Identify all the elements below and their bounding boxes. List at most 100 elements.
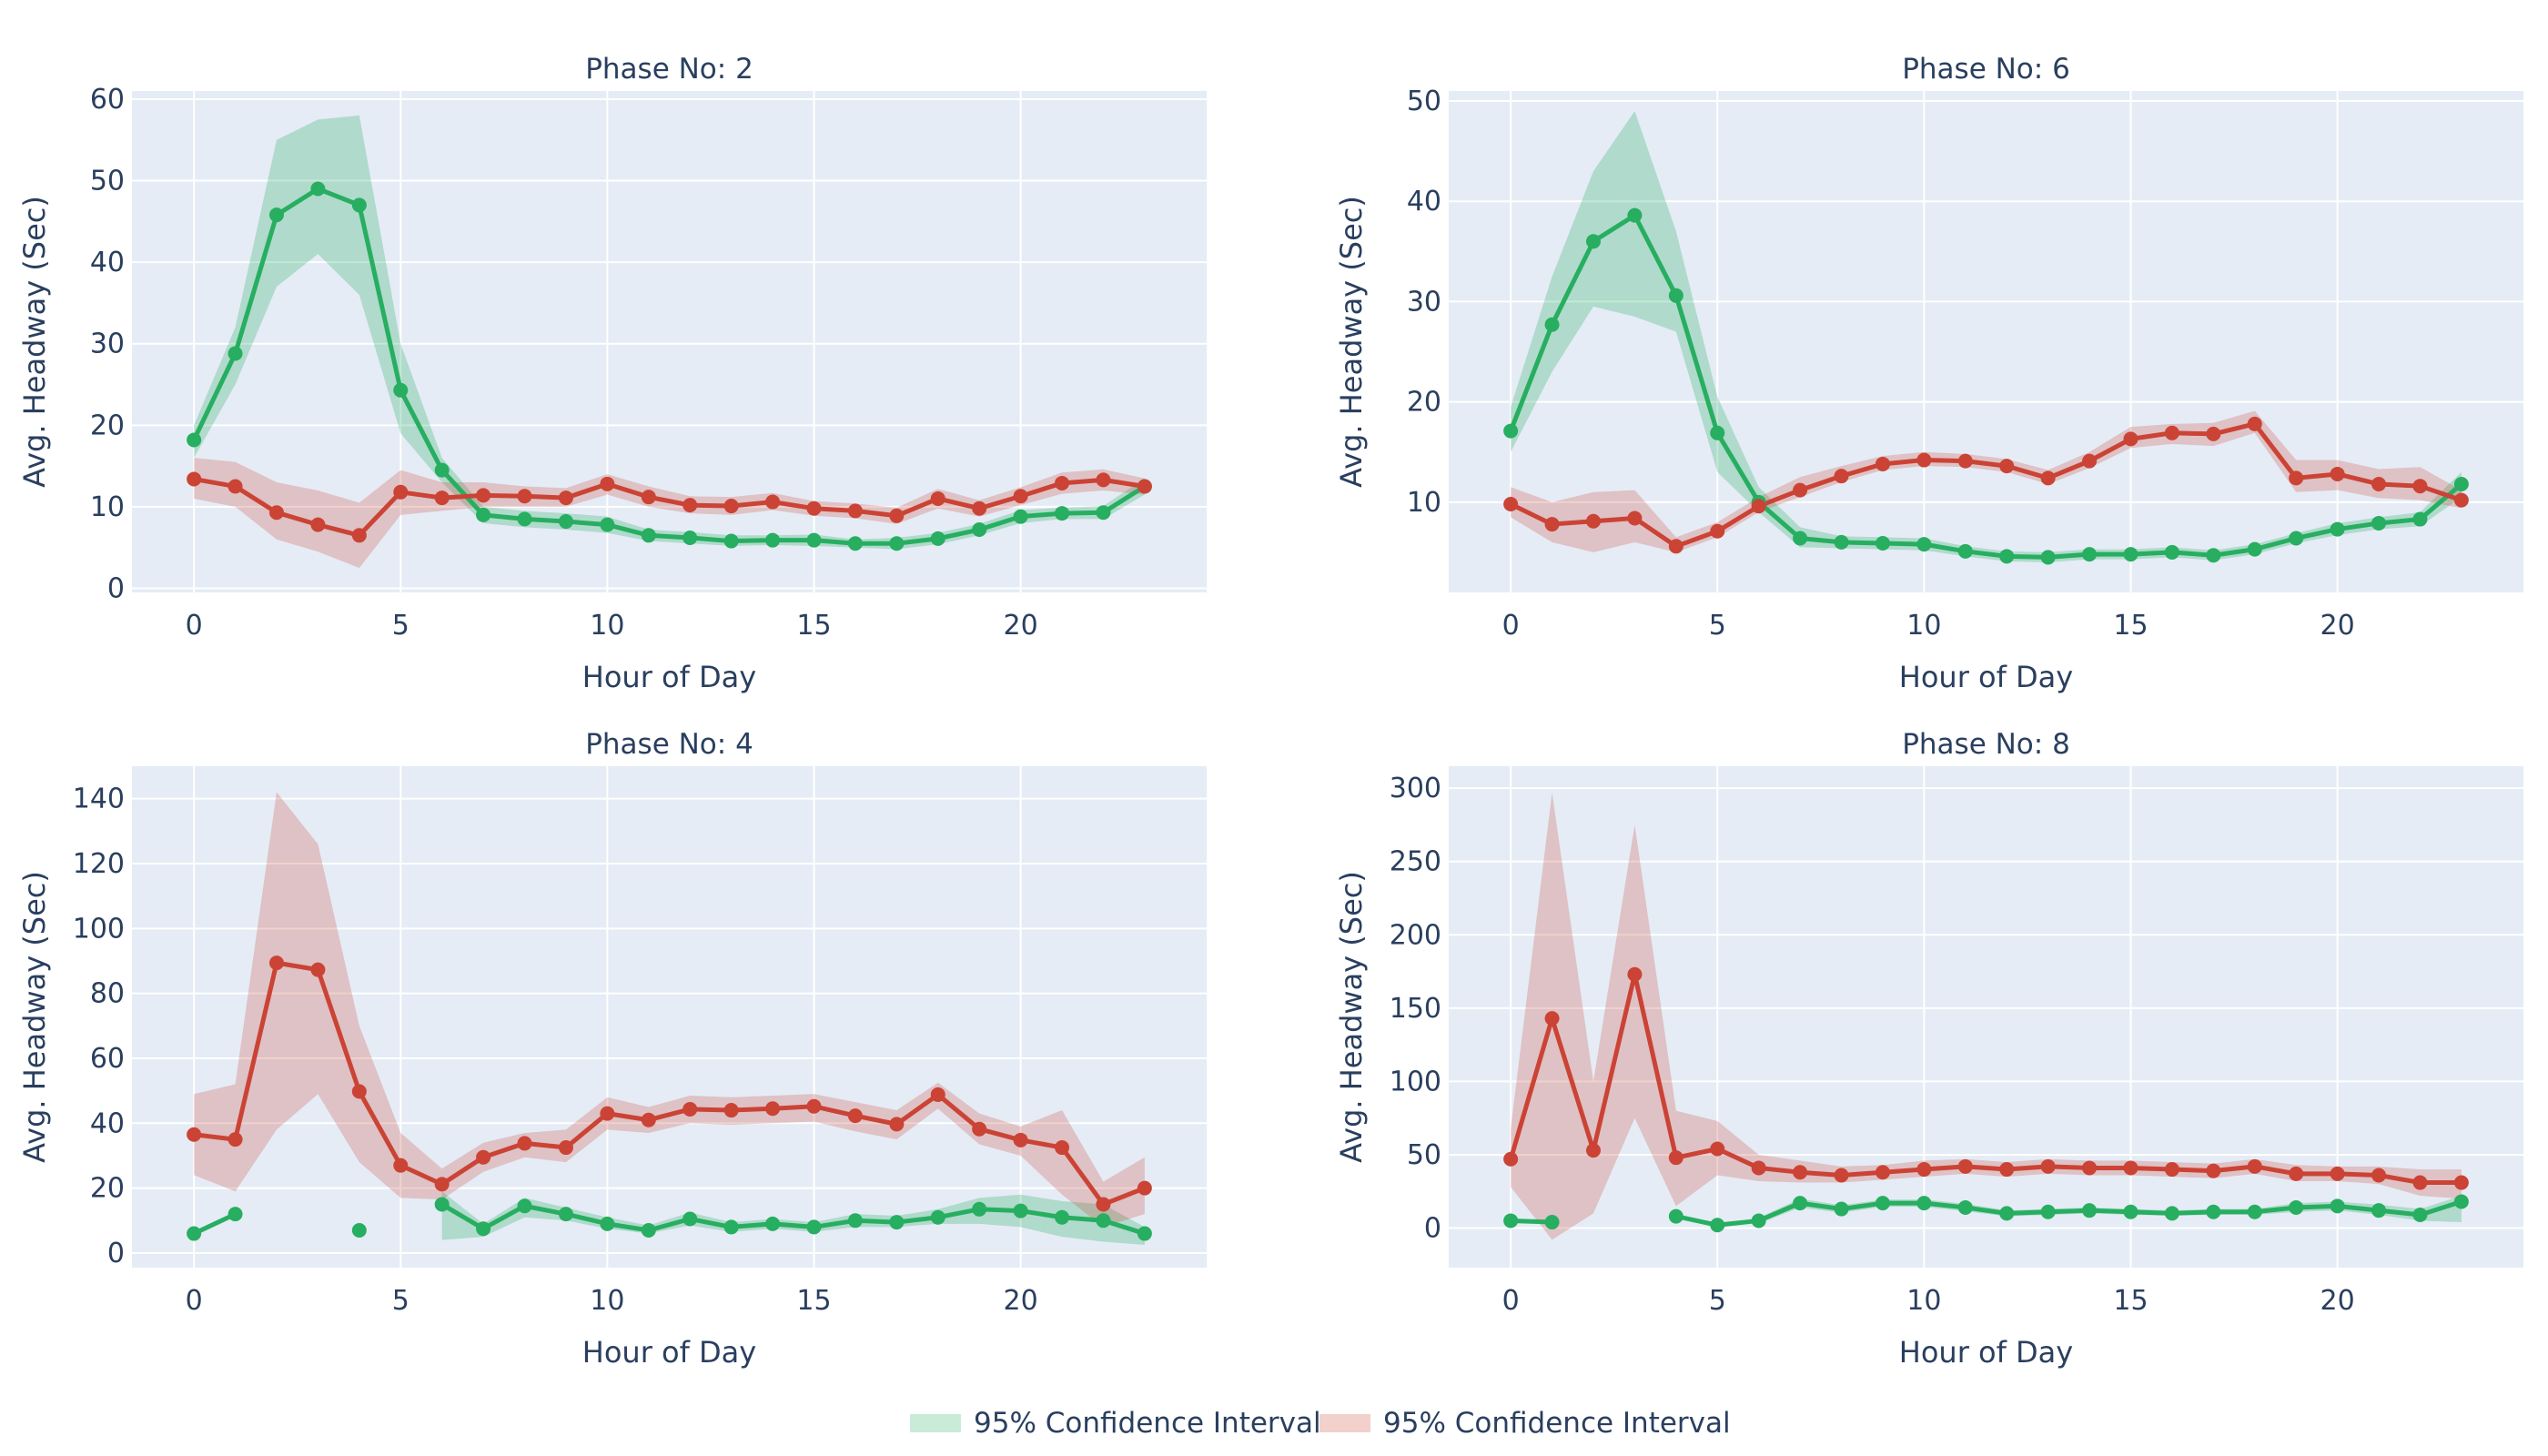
data-point-2: [268, 505, 284, 521]
data-point-2: [600, 1106, 615, 1121]
data-point-1: [1013, 1203, 1028, 1218]
data-point-1: [1957, 543, 1973, 559]
legend-label: 95% Confidence Interval: [974, 1407, 1321, 1440]
x-tick-label: 20: [2320, 610, 2355, 642]
x-tick-label: 5: [392, 610, 410, 642]
data-point-1: [2206, 1204, 2221, 1219]
data-point-2: [806, 500, 822, 516]
data-point-2: [1627, 511, 1643, 526]
data-point-1: [393, 382, 409, 398]
data-point-1: [2247, 1204, 2262, 1219]
y-axis-label: Avg. Headway (Sec): [17, 196, 52, 488]
data-point-1: [2040, 1204, 2056, 1219]
confidence-band-2: [194, 458, 1145, 569]
data-point-1: [351, 197, 367, 213]
data-point-1: [517, 511, 532, 527]
data-point-1: [2123, 1204, 2138, 1219]
data-point-1: [1999, 549, 2015, 564]
data-point-1: [889, 536, 905, 551]
data-point-1: [723, 1219, 739, 1235]
data-point-1: [1999, 1206, 2015, 1221]
data-point-2: [558, 490, 573, 506]
y-tick-label: 60: [90, 1043, 125, 1075]
data-point-1: [351, 1222, 367, 1238]
data-point-2: [1668, 539, 1684, 554]
y-tick-label: 80: [90, 978, 125, 1010]
data-point-1: [1096, 505, 1111, 521]
data-point-2: [1999, 459, 2015, 474]
data-point-2: [2453, 492, 2469, 508]
data-point-2: [1055, 1140, 1070, 1156]
data-point-2: [1668, 1150, 1684, 1166]
legend-swatch: [910, 1414, 961, 1432]
y-axis-label: Avg. Headway (Sec): [1334, 871, 1369, 1163]
data-point-2: [2247, 1158, 2262, 1174]
data-point-2: [1834, 469, 1849, 484]
subplot-title: Phase No: 2: [585, 53, 753, 86]
data-point-1: [2164, 1206, 2179, 1221]
data-point-2: [1585, 513, 1601, 529]
data-point-2: [1627, 966, 1643, 982]
confidence-band-1: [194, 115, 1145, 550]
data-point-1: [847, 1213, 863, 1228]
data-point-2: [2206, 1163, 2221, 1178]
data-point-1: [2123, 547, 2138, 562]
y-tick-label: 10: [90, 491, 125, 523]
data-point-1: [1544, 1215, 1560, 1230]
data-point-2: [2412, 1175, 2428, 1190]
data-point-2: [1503, 497, 1519, 512]
data-point-1: [2330, 521, 2345, 537]
subplot-title: Phase No: 6: [1902, 53, 2070, 86]
data-point-2: [2289, 470, 2304, 486]
y-tick-label: 50: [90, 166, 125, 197]
y-tick-label: 40: [90, 247, 125, 278]
data-point-1: [2371, 515, 2387, 531]
data-point-2: [1751, 499, 1766, 514]
data-point-1: [1751, 1213, 1766, 1228]
data-point-1: [1096, 1213, 1111, 1228]
data-point-2: [1013, 1132, 1028, 1148]
data-point-1: [889, 1215, 905, 1230]
data-point-1: [806, 532, 822, 548]
data-point-2: [1710, 523, 1725, 539]
data-point-2: [1096, 1197, 1111, 1212]
data-point-1: [1585, 234, 1601, 249]
data-point-2: [2330, 1166, 2345, 1181]
data-point-1: [806, 1219, 822, 1235]
data-point-2: [889, 1117, 905, 1132]
data-point-1: [972, 522, 987, 538]
y-tick-label: 40: [90, 1107, 125, 1139]
y-tick-label: 200: [1390, 919, 1441, 951]
data-point-2: [723, 499, 739, 514]
series-line-1: [193, 1211, 237, 1236]
data-point-2: [1916, 1162, 1932, 1178]
data-point-2: [972, 500, 987, 516]
data-point-1: [1875, 536, 1890, 551]
data-point-2: [1751, 1160, 1766, 1176]
x-axis-label: Hour of Day: [582, 1335, 756, 1370]
x-tick-label: 20: [1004, 610, 1038, 642]
data-point-1: [1503, 423, 1519, 439]
data-point-2: [641, 490, 656, 505]
data-point-2: [847, 1108, 863, 1124]
x-tick-label: 5: [1709, 1285, 1726, 1317]
data-point-2: [1013, 489, 1028, 504]
data-point-1: [476, 507, 491, 522]
y-axis-label: Avg. Headway (Sec): [1334, 196, 1369, 488]
x-tick-label: 10: [1906, 1285, 1941, 1317]
x-tick-label: 0: [1502, 1285, 1520, 1317]
x-tick-label: 5: [392, 1285, 410, 1317]
data-point-1: [1668, 288, 1684, 303]
confidence-band-2: [1511, 410, 2462, 552]
data-point-1: [1710, 425, 1725, 440]
data-point-2: [1544, 1011, 1560, 1026]
data-point-1: [765, 1216, 781, 1231]
data-point-1: [187, 432, 202, 448]
data-point-2: [1875, 1165, 1890, 1180]
data-point-1: [2040, 550, 2056, 565]
data-point-2: [682, 498, 698, 513]
data-point-1: [930, 531, 945, 546]
data-point-2: [476, 488, 491, 503]
data-point-1: [2206, 548, 2221, 563]
data-point-2: [1957, 453, 1973, 469]
